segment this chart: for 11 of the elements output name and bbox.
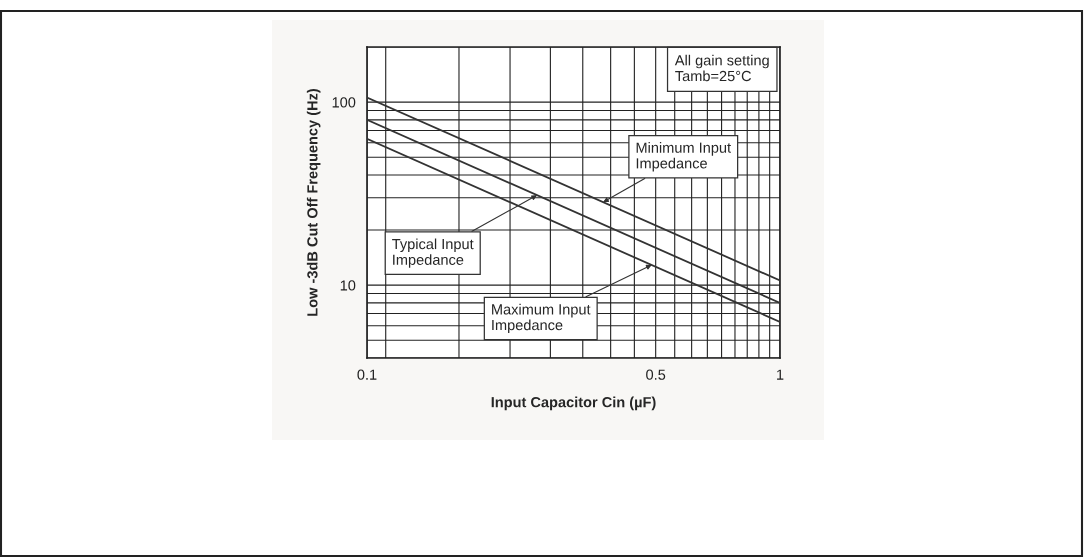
x-axis-title: Input Capacitor Cin (µF) bbox=[491, 396, 656, 411]
x-tick-label: 0.5 bbox=[646, 369, 666, 380]
x-tick-label: 1 bbox=[777, 369, 784, 380]
y-tick-label: 100 bbox=[332, 97, 356, 108]
annotation: All gain setting Tamb=25°C bbox=[674, 54, 769, 82]
y-axis-title: Low -3dB Cut Off Frequency (Hz) bbox=[306, 88, 321, 316]
annotation: Minimum Input Impedance bbox=[636, 142, 731, 172]
annotation: Maximum Input Impedance bbox=[492, 303, 591, 334]
y-tick-label: 10 bbox=[340, 280, 356, 291]
annotation: Typical Input Impedance bbox=[392, 238, 474, 268]
x-tick-label: 0.1 bbox=[357, 369, 377, 380]
